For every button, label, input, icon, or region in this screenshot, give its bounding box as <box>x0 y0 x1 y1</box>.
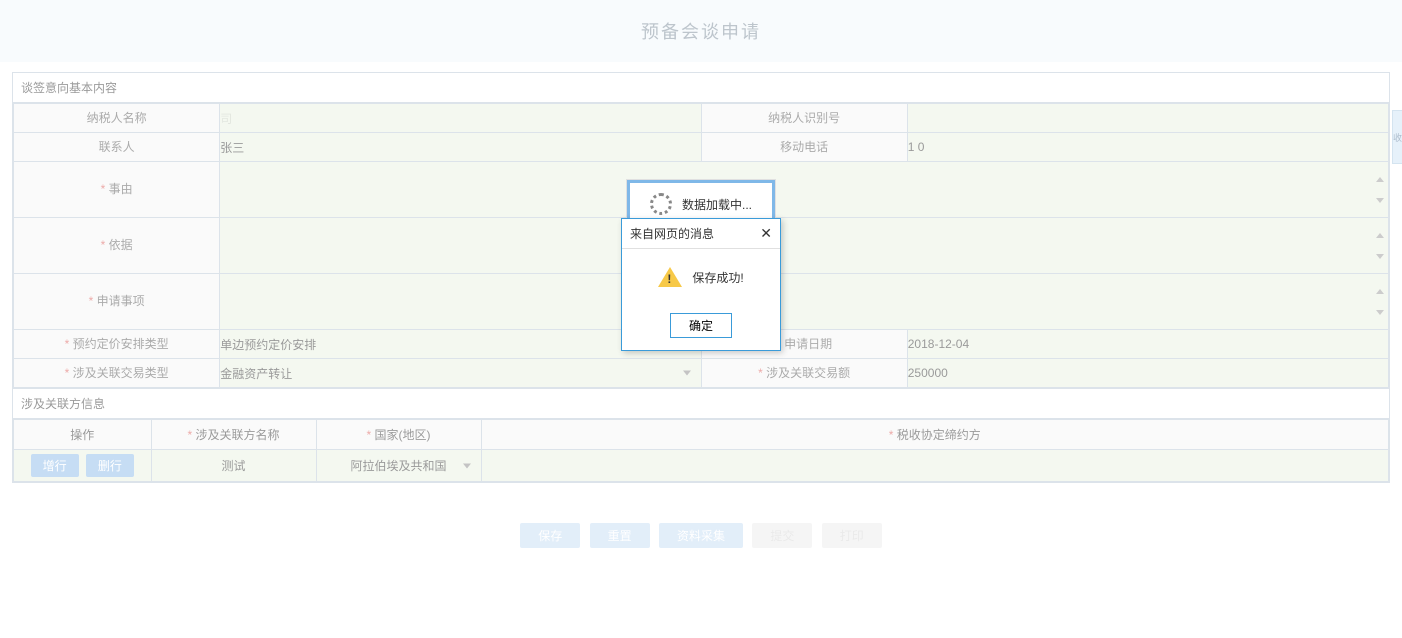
spinner-icon <box>650 193 672 215</box>
alert-dialog: 来自网页的消息 ✕ 保存成功! 确定 <box>621 218 781 351</box>
dialog-title-text: 来自网页的消息 <box>630 225 714 242</box>
dialog-message: 保存成功! <box>692 269 743 286</box>
warning-icon <box>658 267 682 287</box>
ok-button[interactable]: 确定 <box>670 313 732 338</box>
close-icon[interactable]: ✕ <box>760 225 772 242</box>
loading-text: 数据加载中... <box>682 196 752 213</box>
